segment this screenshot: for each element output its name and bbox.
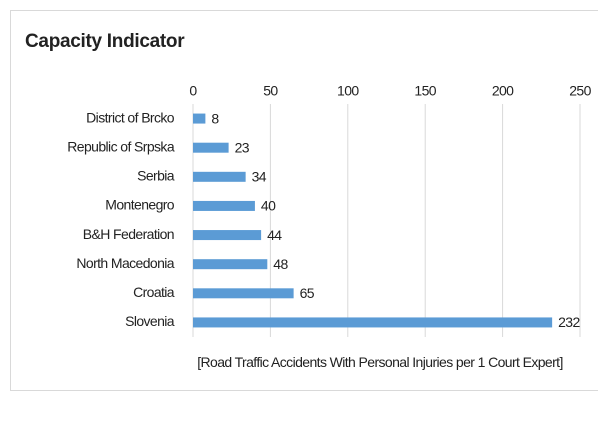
data-label: 44 — [267, 227, 282, 243]
bar — [193, 171, 246, 182]
y-tick-label: B&H Federation — [83, 226, 174, 242]
data-label: 8 — [211, 110, 219, 126]
y-tick-label: Slovenia — [125, 313, 175, 329]
x-tick-label: 250 — [569, 83, 591, 99]
chart-title: Capacity Indicator — [25, 31, 185, 52]
x-tick-label: 200 — [492, 83, 514, 99]
bar — [193, 288, 294, 299]
y-tick-label: Serbia — [137, 168, 175, 184]
y-tick-label: Republic of Srpska — [67, 138, 175, 154]
data-label: 232 — [558, 314, 580, 330]
y-tick-label: North Macedonia — [76, 255, 174, 271]
data-label: 34 — [252, 169, 267, 185]
bar — [193, 259, 268, 270]
data-label: 23 — [235, 139, 250, 155]
x-tick-label: 50 — [263, 83, 278, 99]
data-label: 40 — [261, 198, 276, 214]
y-tick-label: Croatia — [133, 284, 175, 300]
y-tick-label: District of Brcko — [86, 109, 175, 125]
data-label: 48 — [273, 256, 288, 272]
y-tick-label: Montenegro — [105, 197, 175, 213]
bar — [193, 200, 255, 211]
x-axis-label: [Road Traffic Accidents With Personal In… — [197, 354, 563, 370]
data-label: 65 — [300, 285, 315, 301]
chart-border — [10, 10, 598, 391]
bar — [193, 317, 553, 328]
bar — [193, 142, 229, 153]
x-tick-label: 0 — [189, 83, 197, 99]
bar — [193, 230, 262, 241]
bar — [193, 113, 206, 124]
x-tick-label: 150 — [414, 83, 436, 99]
x-tick-label: 100 — [337, 83, 359, 99]
